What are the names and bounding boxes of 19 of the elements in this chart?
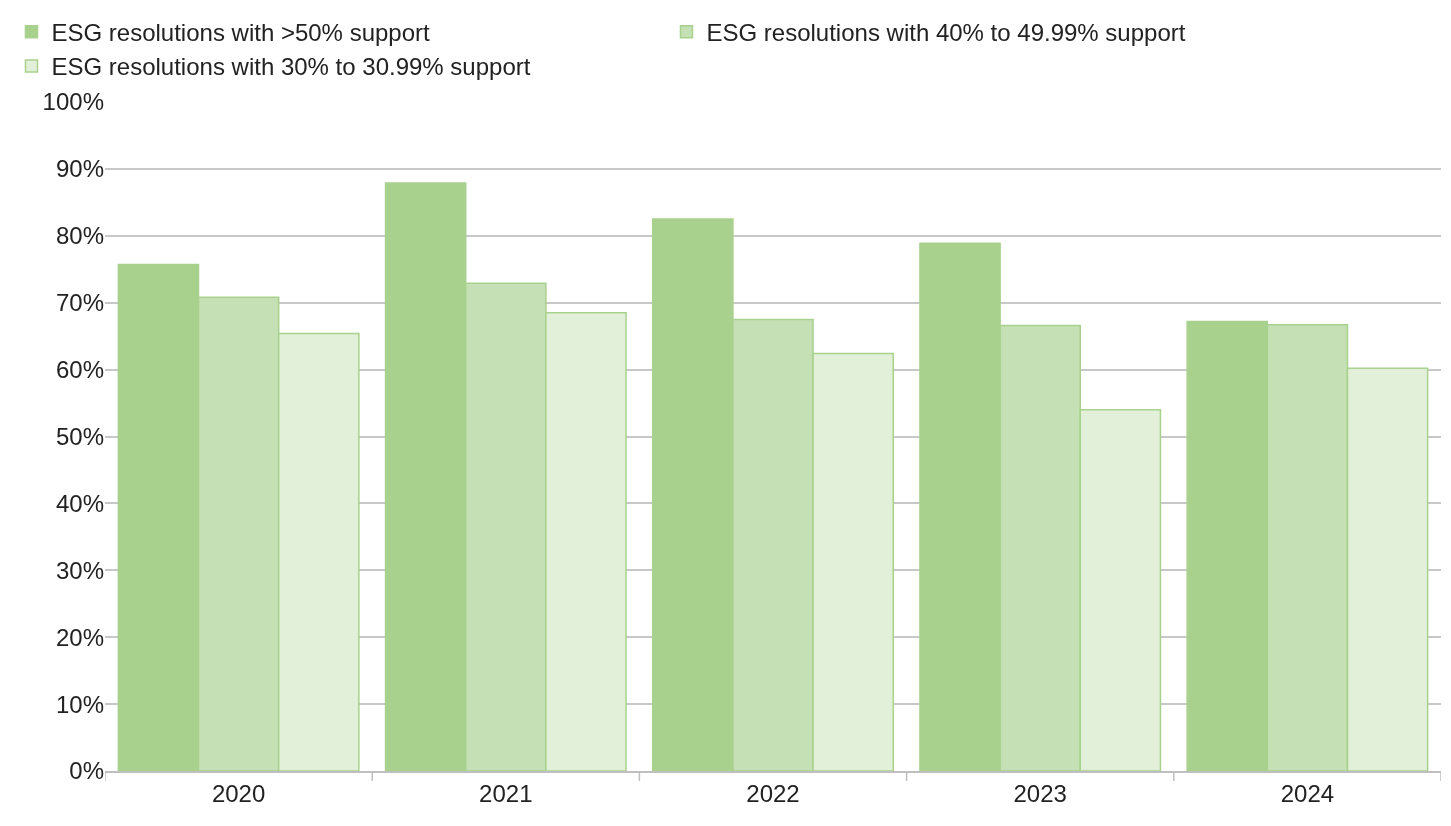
y-tick-label: 40% (55, 489, 104, 517)
y-tick-label: 0% (69, 757, 104, 785)
x-tick-label: 2023 (1013, 779, 1067, 807)
x-tick-label: 2021 (479, 779, 533, 807)
legend-label: ESG resolutions with 30% to 30.99% support (51, 53, 531, 81)
legend-label: ESG resolutions with 40% to 49.99% support (706, 19, 1186, 47)
y-tick-label: 70% (55, 289, 104, 317)
x-tick-label: 2022 (746, 779, 800, 807)
y-tick-label: 20% (55, 623, 104, 651)
y-tick-label: 80% (55, 222, 104, 250)
legend-label: ESG resolutions with >50% support (51, 19, 431, 47)
y-tick-label: 60% (55, 356, 104, 383)
y-tick-label: 90% (55, 155, 104, 183)
y-tick-label: 100% (42, 88, 104, 116)
x-tick-label: 2024 (1280, 779, 1335, 807)
y-tick-label: 50% (55, 422, 104, 450)
y-tick-label: 30% (55, 556, 104, 584)
y-tick-label: 10% (55, 690, 104, 718)
x-tick-label: 2020 (211, 779, 266, 807)
